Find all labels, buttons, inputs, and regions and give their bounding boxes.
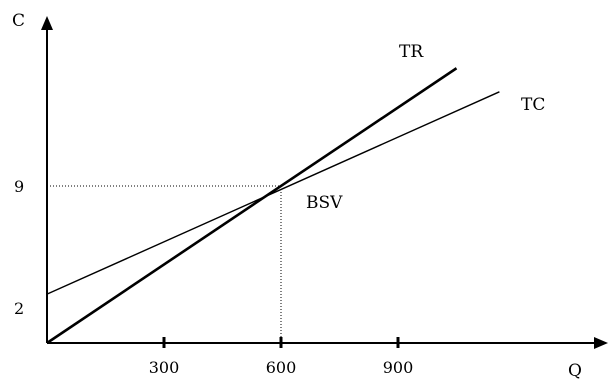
break-even-label: BSV xyxy=(306,193,343,213)
x-axis-label: Q xyxy=(568,361,582,381)
x-axis-arrow xyxy=(594,337,608,349)
series-tr-label: TR xyxy=(399,42,424,62)
series-tc-line xyxy=(46,91,500,295)
series-tc-label: TC xyxy=(521,95,545,115)
x-tick-label-300: 300 xyxy=(149,358,180,377)
x-tick-label-900: 900 xyxy=(383,358,414,377)
y-axis-label: C xyxy=(12,11,25,31)
y-tick-label-9: 9 xyxy=(14,177,24,196)
y-axis-arrow xyxy=(41,16,53,30)
y-tick-label-2: 2 xyxy=(14,299,24,318)
series-tr-line xyxy=(46,67,458,345)
x-tick-label-600: 600 xyxy=(266,358,297,377)
